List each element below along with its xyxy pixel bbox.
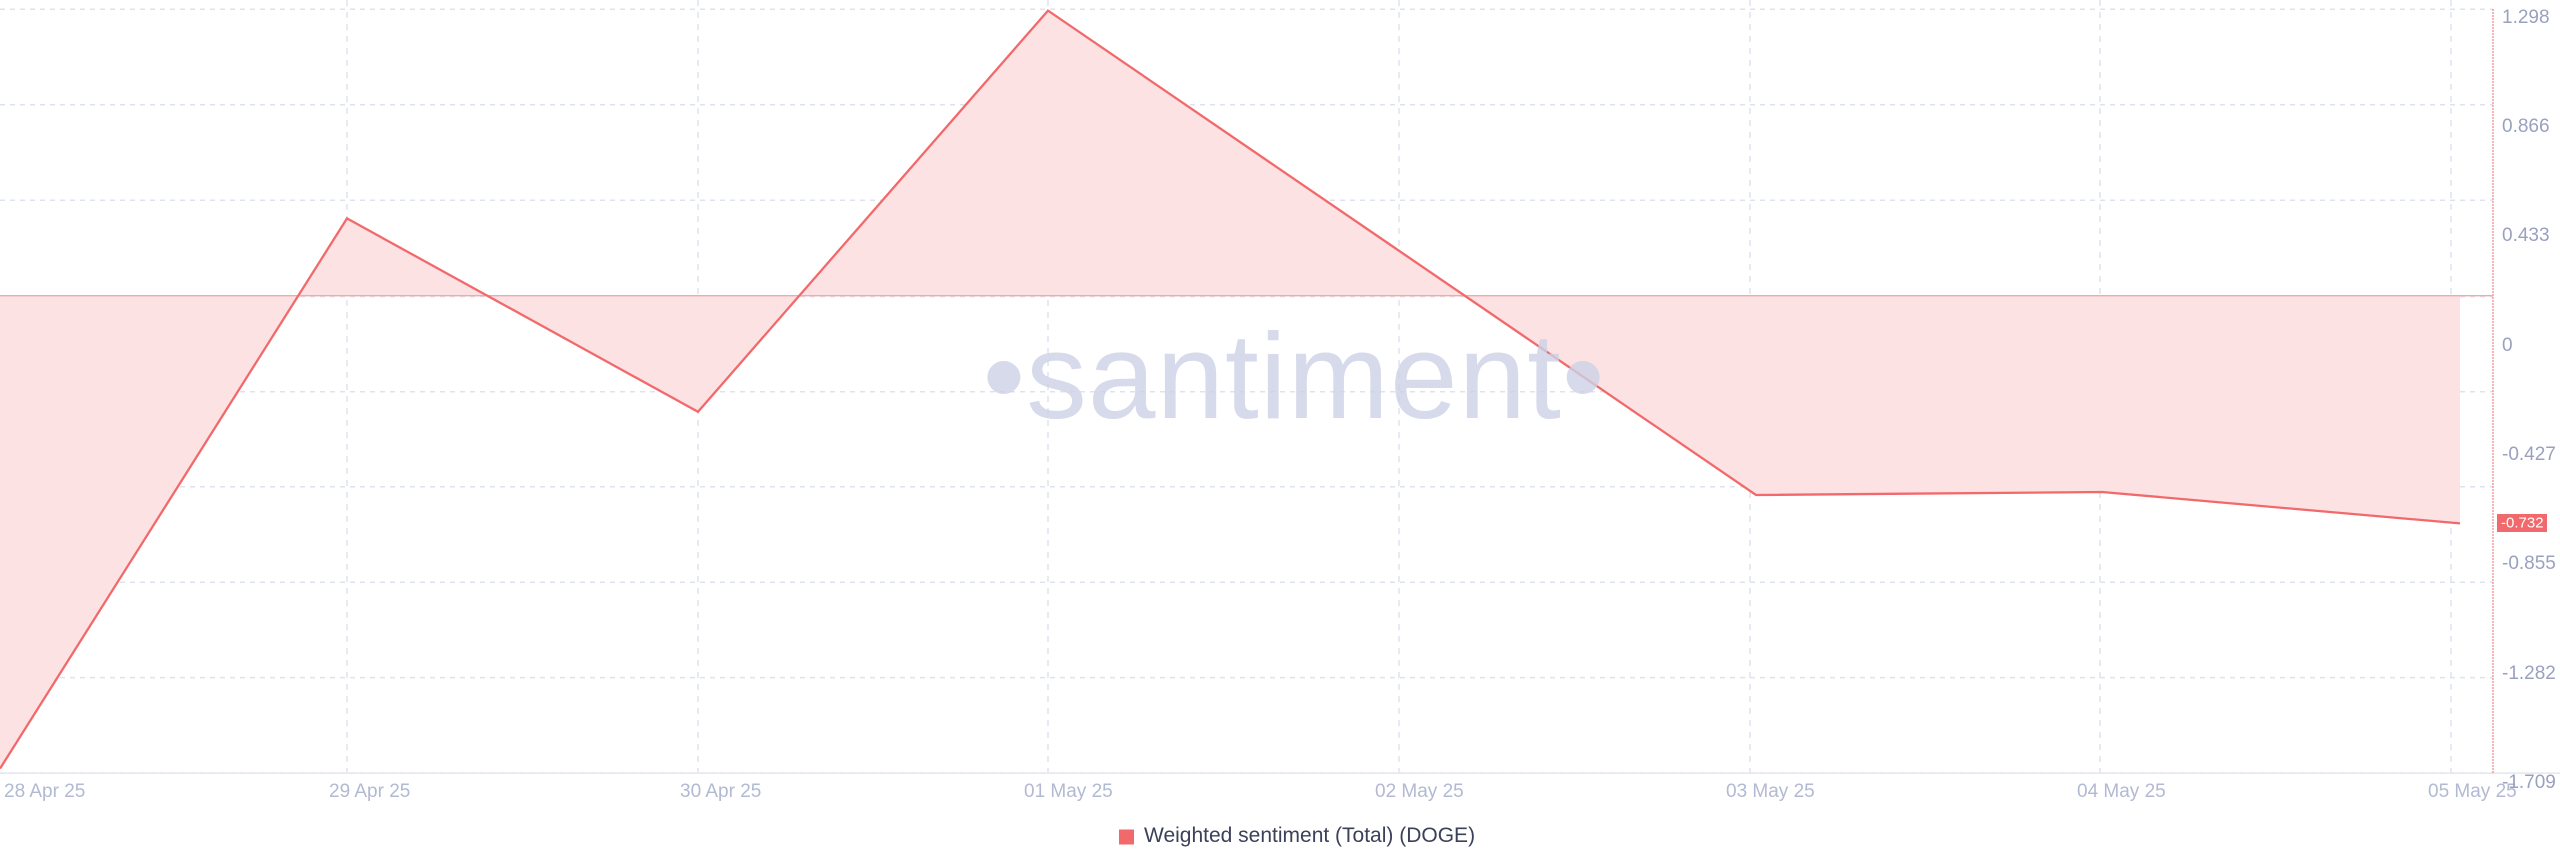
svg-text:03 May 25: 03 May 25 bbox=[1726, 781, 1815, 802]
svg-text:04 May 25: 04 May 25 bbox=[2077, 781, 2166, 802]
svg-text:02 May 25: 02 May 25 bbox=[1375, 781, 1464, 802]
svg-text:0: 0 bbox=[2502, 335, 2513, 356]
svg-text:Weighted sentiment (Total) (DO: Weighted sentiment (Total) (DOGE) bbox=[1144, 824, 1475, 847]
svg-text:30 Apr 25: 30 Apr 25 bbox=[680, 781, 761, 802]
svg-text:1.298: 1.298 bbox=[2502, 7, 2550, 28]
svg-text:-0.427: -0.427 bbox=[2502, 444, 2556, 465]
svg-text:01 May 25: 01 May 25 bbox=[1024, 781, 1113, 802]
svg-text:•santiment•: •santiment• bbox=[983, 308, 1606, 444]
svg-text:-0.732: -0.732 bbox=[2501, 515, 2544, 532]
svg-text:28 Apr 25: 28 Apr 25 bbox=[4, 781, 85, 802]
svg-text:29 Apr 25: 29 Apr 25 bbox=[329, 781, 410, 802]
svg-text:0.433: 0.433 bbox=[2502, 225, 2550, 246]
svg-text:-1.282: -1.282 bbox=[2502, 663, 2556, 684]
svg-text:-0.855: -0.855 bbox=[2502, 553, 2556, 574]
svg-text:-1.709: -1.709 bbox=[2502, 772, 2556, 793]
svg-text:0.866: 0.866 bbox=[2502, 116, 2550, 137]
